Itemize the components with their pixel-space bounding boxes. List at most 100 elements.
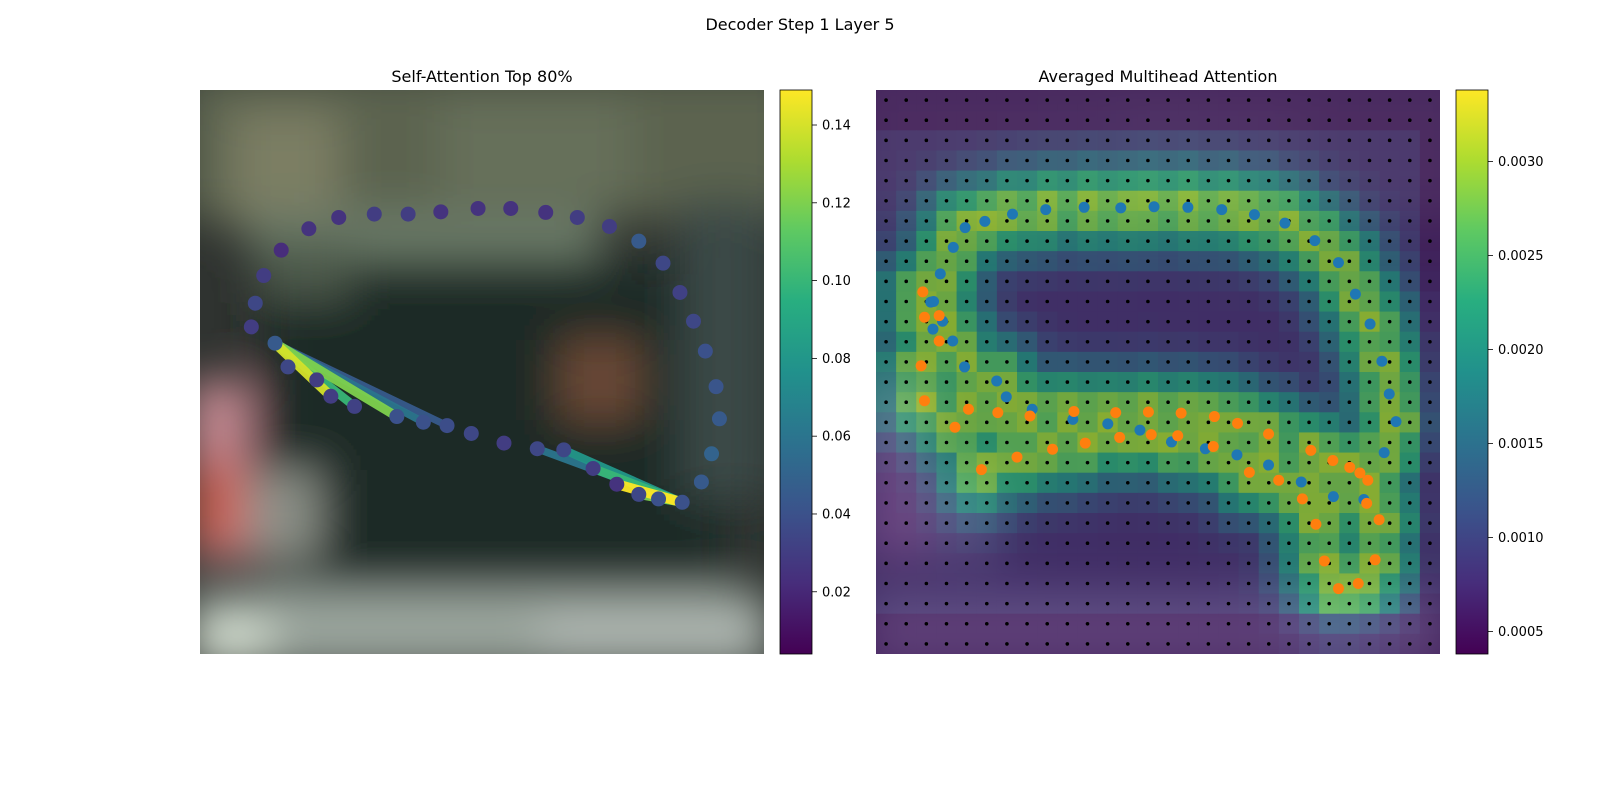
attention-point-24	[655, 255, 671, 271]
grid-dot	[944, 98, 949, 102]
series-1-point-24	[1369, 554, 1381, 566]
grid-dot	[1146, 581, 1150, 586]
grid-dot	[1347, 299, 1352, 304]
attention-point-8	[463, 425, 479, 441]
grid-dot	[884, 521, 888, 525]
grid-dot	[1266, 621, 1271, 626]
grid-dot	[964, 400, 969, 405]
grid-dot	[1025, 501, 1029, 505]
attention-point-35	[301, 221, 317, 237]
grid-dot	[1387, 138, 1392, 143]
grid-dot	[1226, 621, 1231, 626]
grid-dot	[964, 480, 969, 485]
grid-dot	[1206, 501, 1211, 505]
grid-dot	[964, 198, 969, 203]
grid-dot	[1226, 501, 1231, 505]
grid-dot	[1428, 460, 1432, 465]
grid-dot	[1206, 198, 1211, 203]
series-1-point-11	[1110, 407, 1122, 419]
grid-dot	[924, 501, 929, 505]
grid-dot	[1266, 561, 1271, 566]
series-1-point-29	[1296, 493, 1308, 505]
grid-dot	[1226, 339, 1231, 344]
grid-dot	[1025, 541, 1029, 546]
grid-dot	[964, 501, 969, 505]
grid-dot	[1407, 299, 1412, 304]
grid-dot	[1005, 420, 1009, 425]
grid-dot	[1266, 319, 1271, 324]
grid-dot	[904, 339, 909, 344]
right-panel: Averaged Multihead Attention 0.0005 0.001…	[876, 67, 1544, 655]
attention-point-17	[693, 474, 709, 490]
grid-dot	[1206, 118, 1211, 123]
attention-point-20	[708, 379, 724, 395]
grid-dot	[1045, 601, 1050, 606]
grid-dot	[1226, 642, 1231, 646]
grid-dot	[1226, 319, 1231, 324]
left-colorbar-tick-label: 0.10	[822, 274, 851, 289]
grid-dot	[1327, 299, 1332, 304]
grid-dot	[964, 541, 969, 546]
grid-dot	[1166, 360, 1170, 364]
grid-dot	[1025, 299, 1029, 304]
grid-dot	[1246, 138, 1251, 143]
grid-dot	[924, 259, 929, 264]
grid-dot	[1428, 400, 1432, 405]
grid-dot	[1146, 239, 1150, 243]
grid-dot	[1407, 178, 1412, 183]
grid-dot	[964, 581, 969, 586]
grid-dot	[1206, 521, 1211, 525]
grid-dot	[1327, 440, 1332, 445]
grid-dot	[1347, 98, 1352, 102]
left-colorbar	[780, 90, 812, 654]
grid-dot	[944, 279, 949, 284]
grid-dot	[1287, 98, 1291, 102]
grid-dot	[1307, 380, 1311, 384]
grid-dot	[1025, 239, 1029, 243]
grid-dot	[1085, 621, 1090, 626]
grid-dot	[1407, 339, 1412, 344]
grid-dot	[1045, 501, 1050, 505]
grid-dot	[904, 400, 909, 405]
grid-dot	[1206, 400, 1211, 405]
grid-dot	[1307, 420, 1311, 425]
attention-point-27	[569, 209, 585, 225]
grid-dot	[1146, 521, 1150, 525]
grid-dot	[1186, 400, 1191, 405]
grid-dot	[1146, 178, 1150, 183]
grid-dot	[924, 581, 929, 586]
grid-dot	[1246, 541, 1251, 546]
grid-dot	[1266, 219, 1271, 223]
grid-dot	[1327, 339, 1332, 344]
grid-dot	[1266, 279, 1271, 284]
grid-dot	[1065, 178, 1070, 183]
grid-dot	[1407, 621, 1412, 626]
grid-dot	[1105, 360, 1110, 364]
series-0-point-3	[947, 241, 959, 253]
right-colorbar-tick-label: 0.0020	[1498, 343, 1544, 358]
grid-dot	[1005, 621, 1009, 626]
grid-dot	[1407, 480, 1412, 485]
grid-dot	[1045, 521, 1050, 525]
grid-dot	[1367, 118, 1372, 123]
grid-dot	[1246, 279, 1251, 284]
grid-dot	[1125, 219, 1130, 223]
grid-dot	[1226, 158, 1231, 163]
attention-point-18	[704, 446, 720, 462]
grid-dot	[1367, 219, 1372, 223]
grid-dot	[1045, 581, 1050, 586]
grid-dot	[1125, 400, 1130, 405]
grid-dot	[944, 158, 949, 163]
grid-dot	[1065, 460, 1070, 465]
grid-dot	[1146, 219, 1150, 223]
grid-dot	[1226, 541, 1231, 546]
grid-dot	[1206, 158, 1211, 163]
grid-dot	[1327, 621, 1332, 626]
grid-dot	[1347, 501, 1352, 505]
grid-dot	[1407, 259, 1412, 264]
grid-dot	[1206, 380, 1211, 384]
grid-dot	[884, 198, 888, 203]
left-panel-title: Self-Attention Top 80%	[391, 67, 572, 86]
grid-dot	[1407, 380, 1412, 384]
